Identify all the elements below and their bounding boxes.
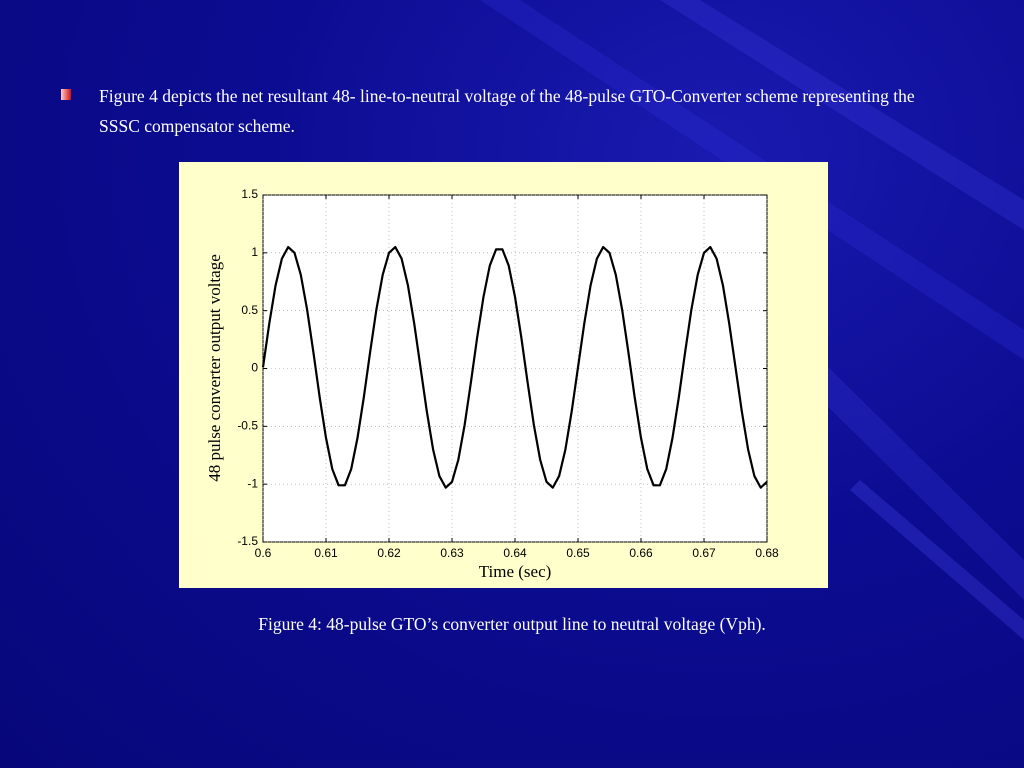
x-tick-label: 0.68	[755, 546, 779, 560]
x-axis-label: Time (sec)	[479, 562, 552, 581]
y-tick-label: 1.5	[241, 187, 258, 201]
x-tick-label: 0.65	[566, 546, 590, 560]
bullet-marker	[61, 89, 71, 100]
y-tick-label: 1	[251, 245, 258, 259]
y-tick-label: -1.5	[237, 534, 258, 548]
x-tick-label: 0.67	[692, 546, 716, 560]
y-tick-label: -0.5	[237, 419, 258, 433]
data-line	[261, 245, 768, 489]
chart: Time (sec) 48 pulse converter output vol…	[179, 162, 828, 588]
y-axis-label: 48 pulse converter output voltage	[205, 254, 224, 482]
bullet-text: Figure 4 depicts the net resultant 48- l…	[99, 86, 915, 136]
x-tick-label: 0.63	[440, 546, 464, 560]
figure-caption: Figure 4: 48-pulse GTO’s converter outpu…	[258, 614, 766, 634]
x-tick-label: 0.66	[629, 546, 653, 560]
x-tick-label: 0.61	[314, 546, 338, 560]
y-tick-label: -1	[247, 476, 258, 490]
x-tick-label: 0.64	[503, 546, 527, 560]
y-tick-label: 0.5	[241, 303, 258, 317]
y-tick-label: 0	[251, 361, 258, 375]
x-tick-label: 0.62	[377, 546, 401, 560]
x-tick-label: 0.6	[255, 546, 272, 560]
